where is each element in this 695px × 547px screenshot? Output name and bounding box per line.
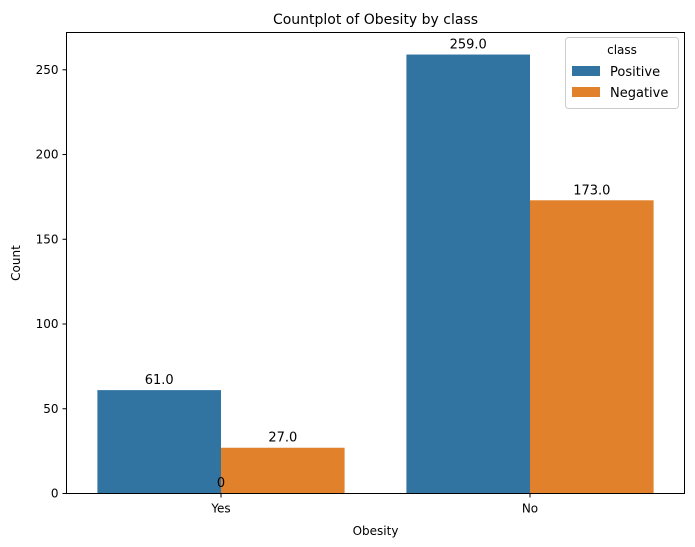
- plot-frame: [66, 32, 685, 494]
- x-axis: Yes No: [210, 493, 538, 516]
- chart-title: Countplot of Obesity by class: [273, 12, 478, 28]
- y-tick-label: 0: [51, 487, 59, 501]
- legend-label: Negative: [610, 86, 668, 101]
- bar-value-label: 61.0: [145, 373, 174, 388]
- bar-negative-yes: [221, 447, 345, 494]
- bar-positive-no: [406, 54, 530, 494]
- legend-label: Positive: [610, 65, 660, 80]
- y-axis-label: Count: [9, 245, 23, 281]
- y-tick-label: 100: [36, 317, 59, 331]
- bar-value-label: 173.0: [573, 183, 610, 198]
- legend-swatch-negative: [572, 87, 600, 97]
- bar-positive-yes: [97, 390, 221, 494]
- legend: class Positive Negative: [565, 37, 679, 109]
- legend-title: class: [607, 43, 637, 57]
- bar-value-label: 27.0: [268, 431, 297, 446]
- y-tick-label: 200: [36, 148, 59, 162]
- y-tick-label: 50: [43, 402, 58, 416]
- y-tick-label: 250: [36, 63, 59, 77]
- x-tick-label: Yes: [210, 502, 230, 516]
- legend-swatch-positive: [572, 66, 600, 76]
- bar-value-label: 259.0: [450, 38, 487, 53]
- y-axis: 0 50 100 150 200 250: [36, 63, 67, 501]
- bar-negative-no: [530, 200, 654, 494]
- bar-labels-layer: 61.0 259.0 27.0 173.0: [145, 38, 611, 446]
- y-tick-label: 150: [36, 232, 59, 246]
- zero-annotation: 0: [217, 476, 225, 491]
- x-tick-label: No: [522, 502, 538, 516]
- x-axis-label: Obesity: [353, 524, 399, 538]
- bars-layer: [97, 54, 654, 494]
